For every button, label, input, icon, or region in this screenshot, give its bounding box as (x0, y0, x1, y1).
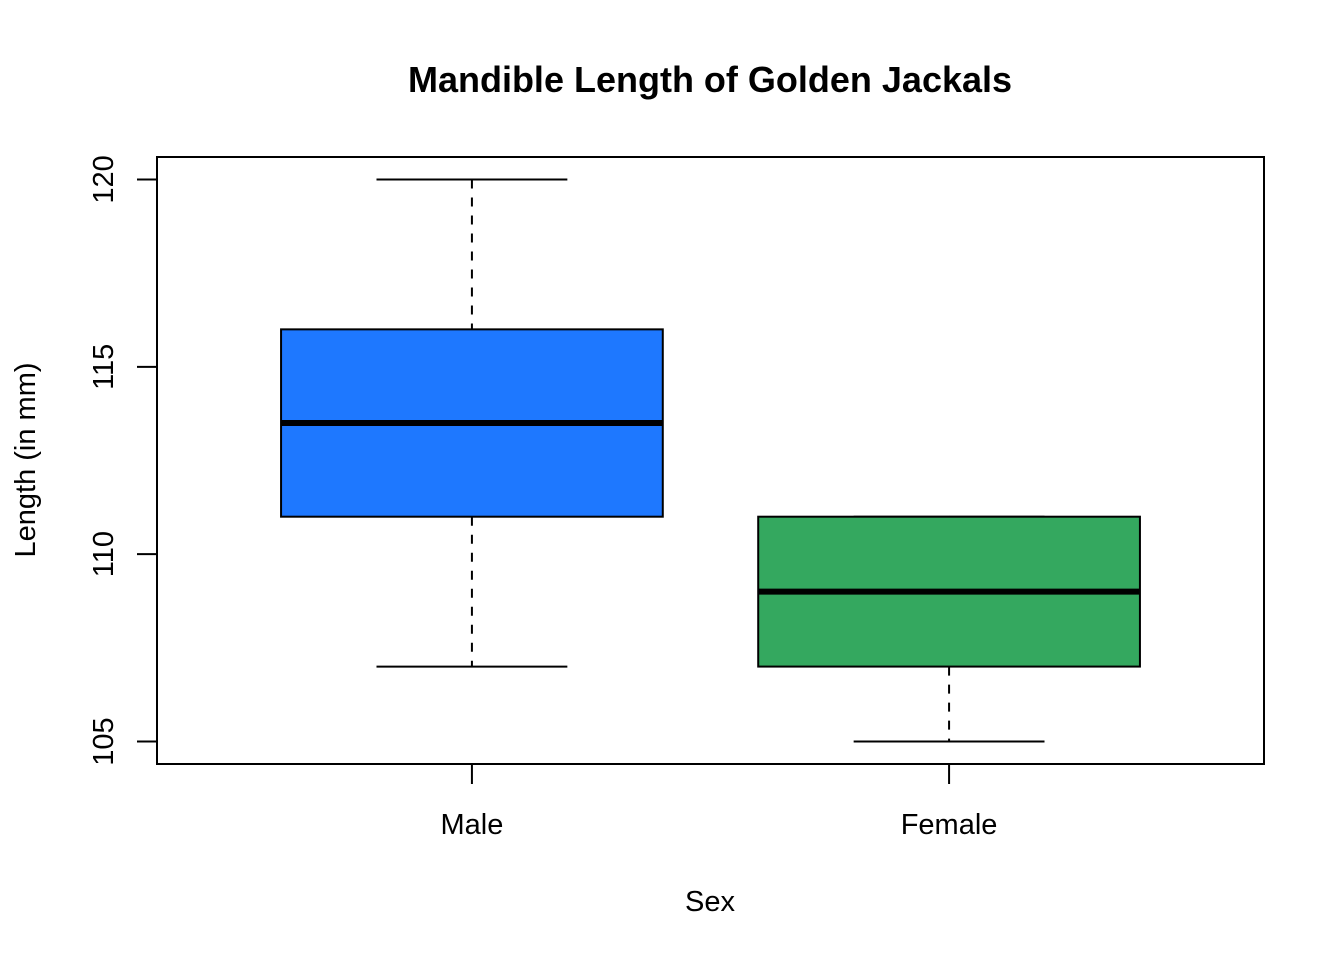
box-female (757, 515, 1141, 743)
y-axis-label: Length (in mm) (10, 362, 42, 557)
y-tick-label: 110 (88, 531, 120, 577)
box-male (280, 178, 664, 668)
box-group (280, 178, 1141, 743)
y-tick-label: 115 (88, 344, 120, 390)
y-axis: 105 110 115 120 (88, 155, 157, 766)
x-tick-label: Female (901, 809, 998, 841)
x-tick-label: Male (440, 809, 503, 841)
chart-title: Mandible Length of Golden Jackals (408, 59, 1012, 100)
y-tick-label: 120 (88, 155, 120, 203)
plot-frame (156, 156, 1265, 765)
x-axis: Male Female (440, 764, 997, 841)
x-axis-label: Sex (685, 886, 735, 918)
y-tick-label: 105 (88, 717, 120, 765)
